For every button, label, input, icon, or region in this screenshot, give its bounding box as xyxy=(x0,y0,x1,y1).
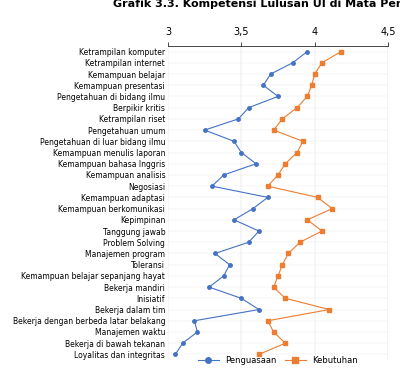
Penguasaan xyxy=(236,116,241,121)
Penguasaan xyxy=(232,218,236,222)
Line: Penguasaan: Penguasaan xyxy=(174,50,309,356)
Kebutuhan xyxy=(265,184,270,188)
Penguasaan xyxy=(261,83,266,87)
Penguasaan xyxy=(268,72,273,76)
Kebutuhan xyxy=(271,128,276,133)
Kebutuhan xyxy=(305,218,310,222)
Penguasaan xyxy=(227,262,232,267)
Kebutuhan xyxy=(295,105,300,110)
Kebutuhan xyxy=(320,229,324,233)
Kebutuhan xyxy=(300,139,305,144)
Title: Grafik 3.3. Kompetensi Lulusan UI di Mata Pengguna: Grafik 3.3. Kompetensi Lulusan UI di Mat… xyxy=(113,0,400,10)
Penguasaan xyxy=(221,173,226,177)
Kebutuhan xyxy=(327,307,332,312)
Penguasaan xyxy=(254,162,258,166)
Legend: Penguasaan, Kebutuhan: Penguasaan, Kebutuhan xyxy=(194,353,362,368)
Kebutuhan xyxy=(271,285,276,290)
Kebutuhan xyxy=(305,94,310,99)
Penguasaan xyxy=(276,94,280,99)
Kebutuhan xyxy=(312,72,317,76)
Kebutuhan xyxy=(271,330,276,334)
Penguasaan xyxy=(210,184,214,188)
Kebutuhan xyxy=(283,341,288,345)
Kebutuhan xyxy=(315,195,320,200)
Penguasaan xyxy=(232,139,236,144)
Kebutuhan xyxy=(320,61,324,65)
Penguasaan xyxy=(173,352,178,357)
Penguasaan xyxy=(192,319,197,323)
Penguasaan xyxy=(265,195,270,200)
Kebutuhan xyxy=(283,162,288,166)
Penguasaan xyxy=(256,229,261,233)
Penguasaan xyxy=(239,150,244,155)
Penguasaan xyxy=(251,206,256,211)
Kebutuhan xyxy=(256,352,261,357)
Penguasaan xyxy=(180,341,185,345)
Penguasaan xyxy=(195,330,200,334)
Penguasaan xyxy=(256,307,261,312)
Kebutuhan xyxy=(283,296,288,301)
Kebutuhan xyxy=(276,273,280,278)
Kebutuhan xyxy=(295,150,300,155)
Kebutuhan xyxy=(330,206,335,211)
Penguasaan xyxy=(221,273,226,278)
Kebutuhan xyxy=(276,173,280,177)
Penguasaan xyxy=(305,49,310,54)
Penguasaan xyxy=(207,285,212,290)
Kebutuhan xyxy=(265,319,270,323)
Penguasaan xyxy=(212,251,217,256)
Penguasaan xyxy=(246,105,251,110)
Line: Kebutuhan: Kebutuhan xyxy=(257,50,343,356)
Penguasaan xyxy=(290,61,295,65)
Kebutuhan xyxy=(286,251,291,256)
Penguasaan xyxy=(246,240,251,245)
Penguasaan xyxy=(239,296,244,301)
Kebutuhan xyxy=(280,116,285,121)
Kebutuhan xyxy=(309,83,314,87)
Kebutuhan xyxy=(280,262,285,267)
Kebutuhan xyxy=(339,49,344,54)
Kebutuhan xyxy=(298,240,302,245)
Penguasaan xyxy=(202,128,207,133)
